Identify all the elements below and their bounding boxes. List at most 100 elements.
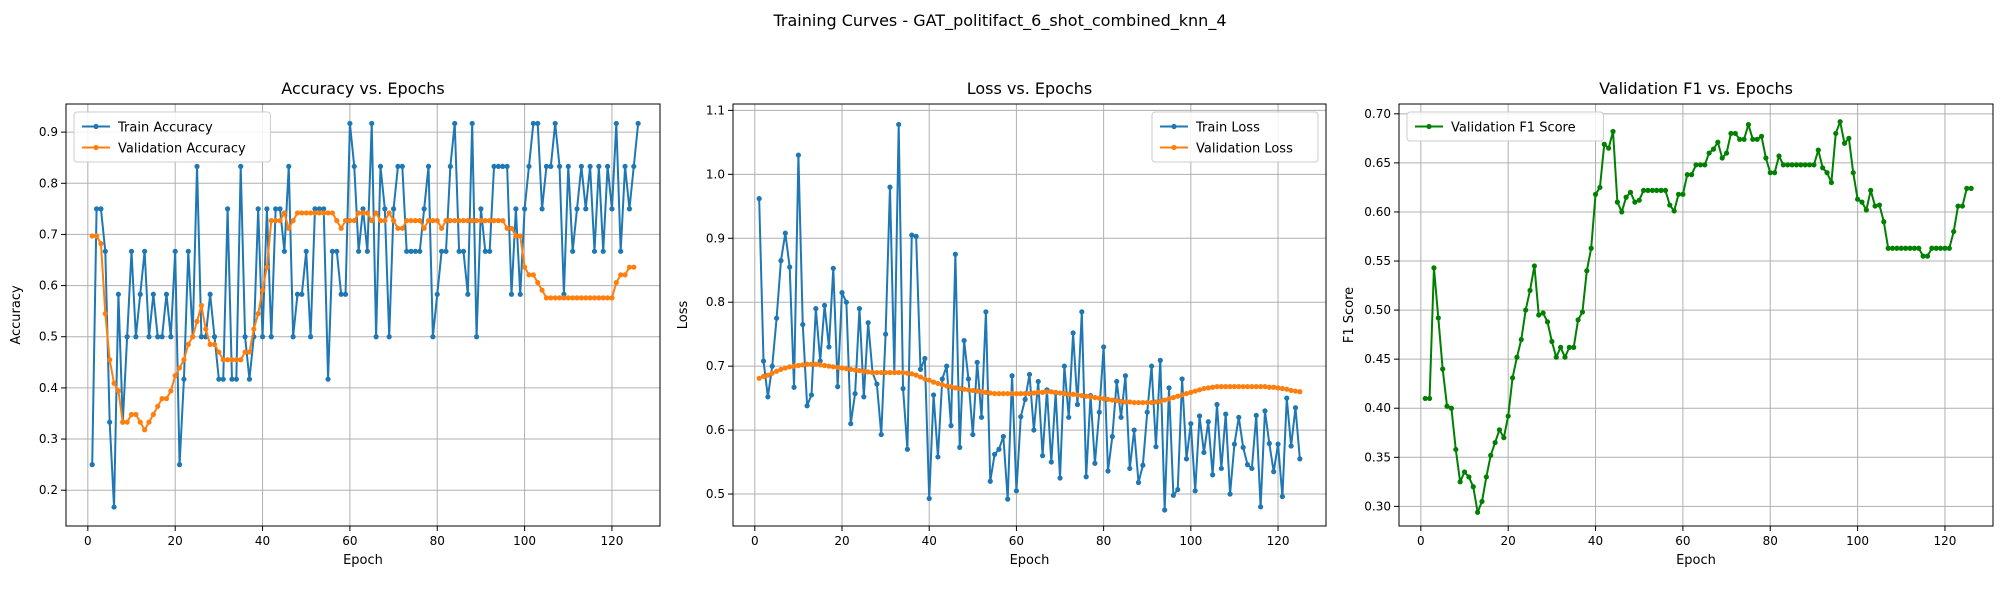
data-point — [1855, 196, 1861, 202]
data-point — [552, 295, 558, 301]
x-tick-label: 40 — [255, 534, 270, 548]
data-point — [155, 334, 161, 340]
data-point — [1057, 475, 1063, 481]
data-point — [137, 291, 143, 297]
grid-loss — [733, 104, 1326, 526]
data-point — [395, 225, 401, 231]
data-point — [804, 403, 810, 409]
data-point — [1514, 354, 1520, 360]
data-point — [1279, 385, 1285, 392]
data-point — [1227, 491, 1233, 497]
data-point — [316, 210, 322, 216]
data-point — [600, 248, 606, 254]
data-point — [1249, 465, 1255, 472]
data-point — [1466, 474, 1472, 480]
data-point — [904, 370, 911, 376]
data-point — [89, 233, 95, 239]
data-point — [1131, 399, 1137, 406]
data-point — [1013, 391, 1020, 397]
data-point — [137, 419, 143, 425]
data-point — [211, 341, 218, 348]
series-loss-0 — [756, 121, 1303, 513]
data-point — [1780, 162, 1786, 168]
data-point — [155, 403, 161, 409]
x-tick-label: 100 — [1179, 534, 1202, 548]
data-point — [246, 349, 253, 355]
data-point — [526, 272, 532, 278]
data-point — [1096, 395, 1102, 401]
data-point — [1288, 387, 1294, 394]
data-point — [517, 291, 523, 297]
data-point — [1288, 443, 1294, 449]
data-point — [970, 431, 976, 438]
data-point — [456, 218, 462, 224]
data-point — [1070, 391, 1076, 397]
data-point — [596, 163, 602, 170]
x-tick-label: 60 — [342, 534, 357, 548]
data-point — [1675, 191, 1682, 197]
data-point — [1885, 245, 1891, 251]
data-point — [159, 396, 165, 402]
data-point — [970, 387, 976, 394]
data-point — [852, 367, 858, 373]
data-point — [207, 341, 213, 348]
data-point — [804, 361, 810, 367]
data-point — [787, 264, 793, 270]
data-point — [1544, 319, 1551, 325]
data-point — [373, 334, 379, 340]
data-point — [1623, 194, 1629, 200]
data-point — [491, 163, 497, 170]
data-point — [1710, 146, 1717, 152]
data-point — [93, 233, 100, 239]
data-point — [1667, 202, 1673, 208]
data-point — [830, 265, 836, 271]
plots-container: Accuracy vs. Epochs 0 20 40 60 80 100 120 0.2 0.3… — [9, 79, 1994, 568]
data-point — [1079, 392, 1085, 399]
data-point — [848, 421, 854, 427]
data-point — [939, 382, 945, 388]
data-point — [408, 218, 414, 224]
data-point — [821, 362, 828, 369]
data-point — [277, 206, 283, 212]
data-point — [1127, 399, 1133, 405]
data-point — [1837, 119, 1843, 125]
data-point — [900, 385, 906, 392]
data-point — [1240, 444, 1246, 450]
data-point — [338, 291, 344, 297]
data-point — [1179, 376, 1185, 382]
data-point — [1732, 130, 1738, 137]
data-point — [460, 248, 467, 254]
data-point — [351, 218, 357, 224]
x-tick-label: 20 — [168, 534, 183, 548]
data-point — [852, 391, 858, 397]
data-point — [172, 248, 178, 254]
data-point — [443, 248, 449, 254]
data-point — [935, 454, 941, 460]
x-tick-label: 60 — [1009, 534, 1024, 548]
plot-title-accuracy: Accuracy vs. Epochs — [281, 79, 444, 98]
data-point — [782, 365, 788, 371]
data-point — [522, 206, 528, 212]
data-point — [1074, 392, 1081, 398]
data-point — [878, 431, 884, 438]
data-point — [800, 362, 806, 368]
data-point — [487, 248, 493, 254]
data-point — [513, 206, 519, 212]
data-point — [364, 248, 370, 254]
data-point — [808, 361, 815, 367]
data-point — [1135, 479, 1142, 486]
data-point — [504, 225, 510, 231]
y-tick-label: 0.5 — [39, 330, 58, 344]
data-point — [1131, 427, 1137, 433]
data-point — [1214, 401, 1220, 408]
legend-label: Train Loss — [1195, 121, 1260, 136]
data-point — [583, 295, 589, 301]
data-point — [412, 248, 419, 254]
data-point — [176, 462, 183, 468]
data-point — [421, 206, 427, 212]
data-point — [861, 394, 867, 400]
data-point — [1841, 140, 1848, 146]
data-point — [1061, 391, 1067, 397]
data-point — [93, 206, 100, 212]
x-tick-label: 0 — [1417, 534, 1425, 548]
